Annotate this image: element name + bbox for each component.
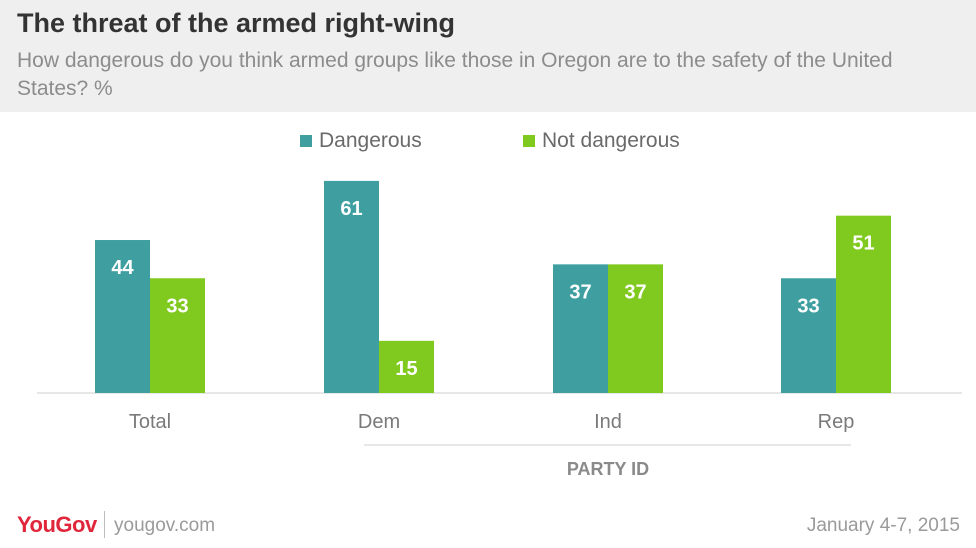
footer-url: yougov.com [114, 515, 216, 536]
data-label-total-not-dangerous: 33 [166, 295, 188, 317]
data-label-dem-not-dangerous: 15 [395, 358, 417, 380]
bar-ind-not-dangerous [608, 264, 663, 393]
data-label-dem-dangerous: 61 [340, 198, 362, 220]
header-band: The threat of the armed right-wing How d… [0, 0, 976, 112]
bar-dem-not-dangerous [379, 340, 434, 393]
chart-title: The threat of the armed right-wing [17, 8, 456, 38]
legend-item-dangerous: Dangerous [300, 129, 422, 153]
bar-rep-dangerous [781, 278, 836, 393]
group-label-party-id: PARTY ID [567, 459, 649, 479]
bar-rep-not-dangerous [836, 215, 891, 393]
bar-total-not-dangerous [150, 278, 205, 393]
footer-divider [104, 511, 105, 538]
x-tick-label-dem: Dem [358, 411, 400, 433]
yougov-logo: YouGov [17, 512, 97, 537]
data-label-ind-not-dangerous: 37 [624, 281, 646, 303]
bar-dem-dangerous [324, 180, 379, 393]
footer-date: January 4-7, 2015 [806, 515, 960, 536]
legend-swatch-dangerous [300, 135, 312, 147]
bar-total-dangerous [95, 240, 150, 393]
legend-swatch-not-dangerous [523, 135, 535, 147]
chart-subtitle: How dangerous do you think armed groups … [17, 49, 893, 100]
bar-ind-dangerous [553, 264, 608, 393]
legend-item-not-dangerous: Not dangerous [523, 129, 680, 153]
data-label-ind-dangerous: 37 [569, 281, 591, 303]
data-label-total-dangerous: 44 [111, 257, 134, 279]
x-tick-label-rep: Rep [818, 411, 855, 433]
x-tick-label-ind: Ind [594, 411, 622, 433]
legend-label-not-dangerous: Not dangerous [542, 129, 680, 152]
x-tick-label-total: Total [129, 411, 171, 433]
legend: Dangerous Not dangerous [0, 129, 976, 157]
data-label-rep-dangerous: 33 [797, 295, 819, 317]
data-label-rep-not-dangerous: 51 [852, 233, 874, 255]
legend-label-dangerous: Dangerous [319, 129, 422, 152]
